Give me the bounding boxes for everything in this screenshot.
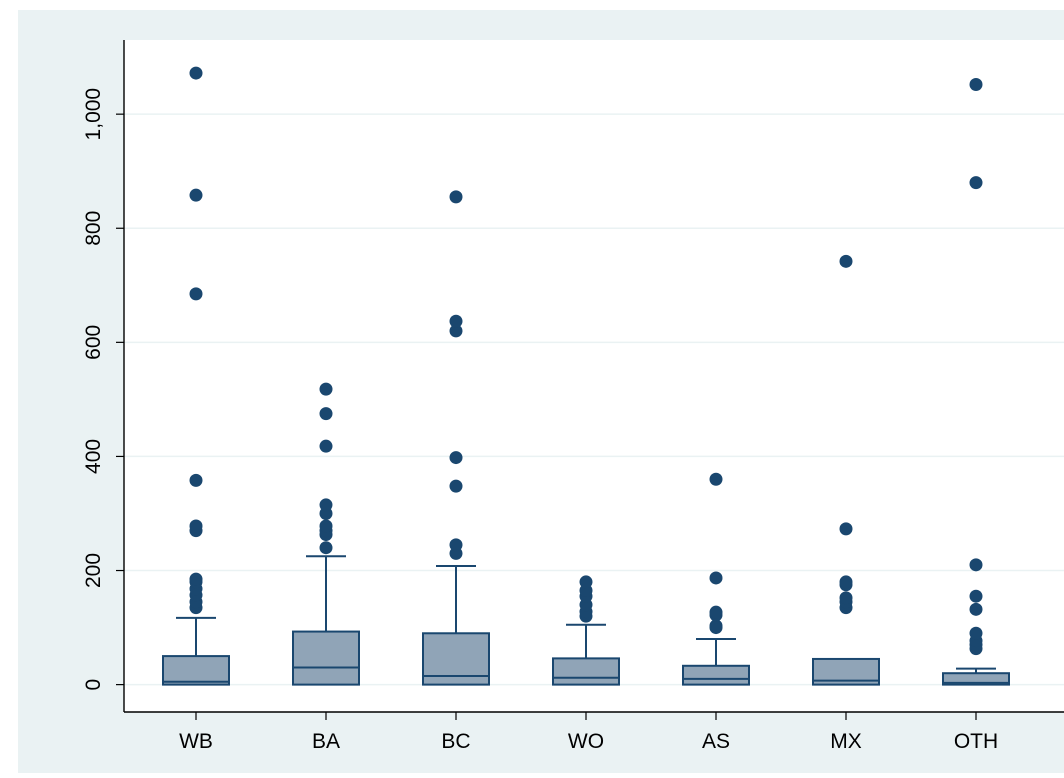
outlier-point — [969, 558, 983, 572]
tick-labels: 0 200 400 600 800 1,000 WB BA BC WO AS MX OTH — [82, 88, 998, 753]
outlier-point — [709, 605, 723, 619]
outlier-point — [449, 538, 463, 552]
box-iqr — [552, 657, 620, 686]
outlier-point — [969, 77, 983, 91]
outliers — [189, 66, 983, 656]
outlier-point — [839, 575, 853, 589]
outlier-point — [969, 626, 983, 640]
y-tick-label: 400 — [82, 439, 105, 474]
box-iqr — [162, 655, 230, 686]
outlier-point — [189, 519, 203, 533]
outlier-point — [969, 589, 983, 603]
outlier-point — [319, 407, 333, 421]
outlier-point — [319, 498, 333, 512]
outlier-point — [189, 572, 203, 586]
y-tick-label: 0 — [82, 679, 105, 691]
outlier-point — [449, 451, 463, 465]
outlier-point — [969, 602, 983, 616]
x-tick-label: WB — [179, 730, 213, 753]
outlier-point — [189, 473, 203, 487]
x-tick-label: BA — [312, 730, 340, 753]
x-tick-label: WO — [568, 730, 604, 753]
outlier-point — [839, 522, 853, 536]
y-tick-label: 600 — [82, 325, 105, 360]
box-iqr — [292, 630, 360, 686]
outlier-point — [449, 324, 463, 338]
x-tick-label: OTH — [954, 730, 998, 753]
outlier-point — [449, 314, 463, 328]
outlier-point — [189, 66, 203, 80]
x-tick-label: AS — [702, 730, 730, 753]
outlier-point — [709, 571, 723, 585]
outlier-point — [319, 439, 333, 453]
x-tick-label: MX — [830, 730, 862, 753]
box-iqr — [682, 664, 750, 686]
x-tick-label: BC — [441, 730, 470, 753]
outlier-point — [189, 188, 203, 202]
boxes — [162, 555, 1010, 686]
outlier-point — [709, 472, 723, 486]
y-tick-label: 1,000 — [82, 88, 105, 141]
outlier-point — [319, 519, 333, 533]
outlier-point — [839, 591, 853, 605]
outlier-point — [579, 575, 593, 589]
outlier-point — [969, 176, 983, 190]
outlier-point — [319, 541, 333, 555]
outlier-point — [709, 619, 723, 633]
y-tick-label: 800 — [82, 211, 105, 246]
outlier-point — [449, 479, 463, 493]
outlier-point — [449, 190, 463, 204]
outlier-point — [189, 287, 203, 301]
box-iqr — [942, 672, 1010, 686]
plot-area-background — [124, 40, 1064, 712]
outlier-point — [319, 382, 333, 396]
y-tick-label: 200 — [82, 553, 105, 588]
axes — [116, 40, 1064, 720]
outlier-point — [839, 254, 853, 268]
